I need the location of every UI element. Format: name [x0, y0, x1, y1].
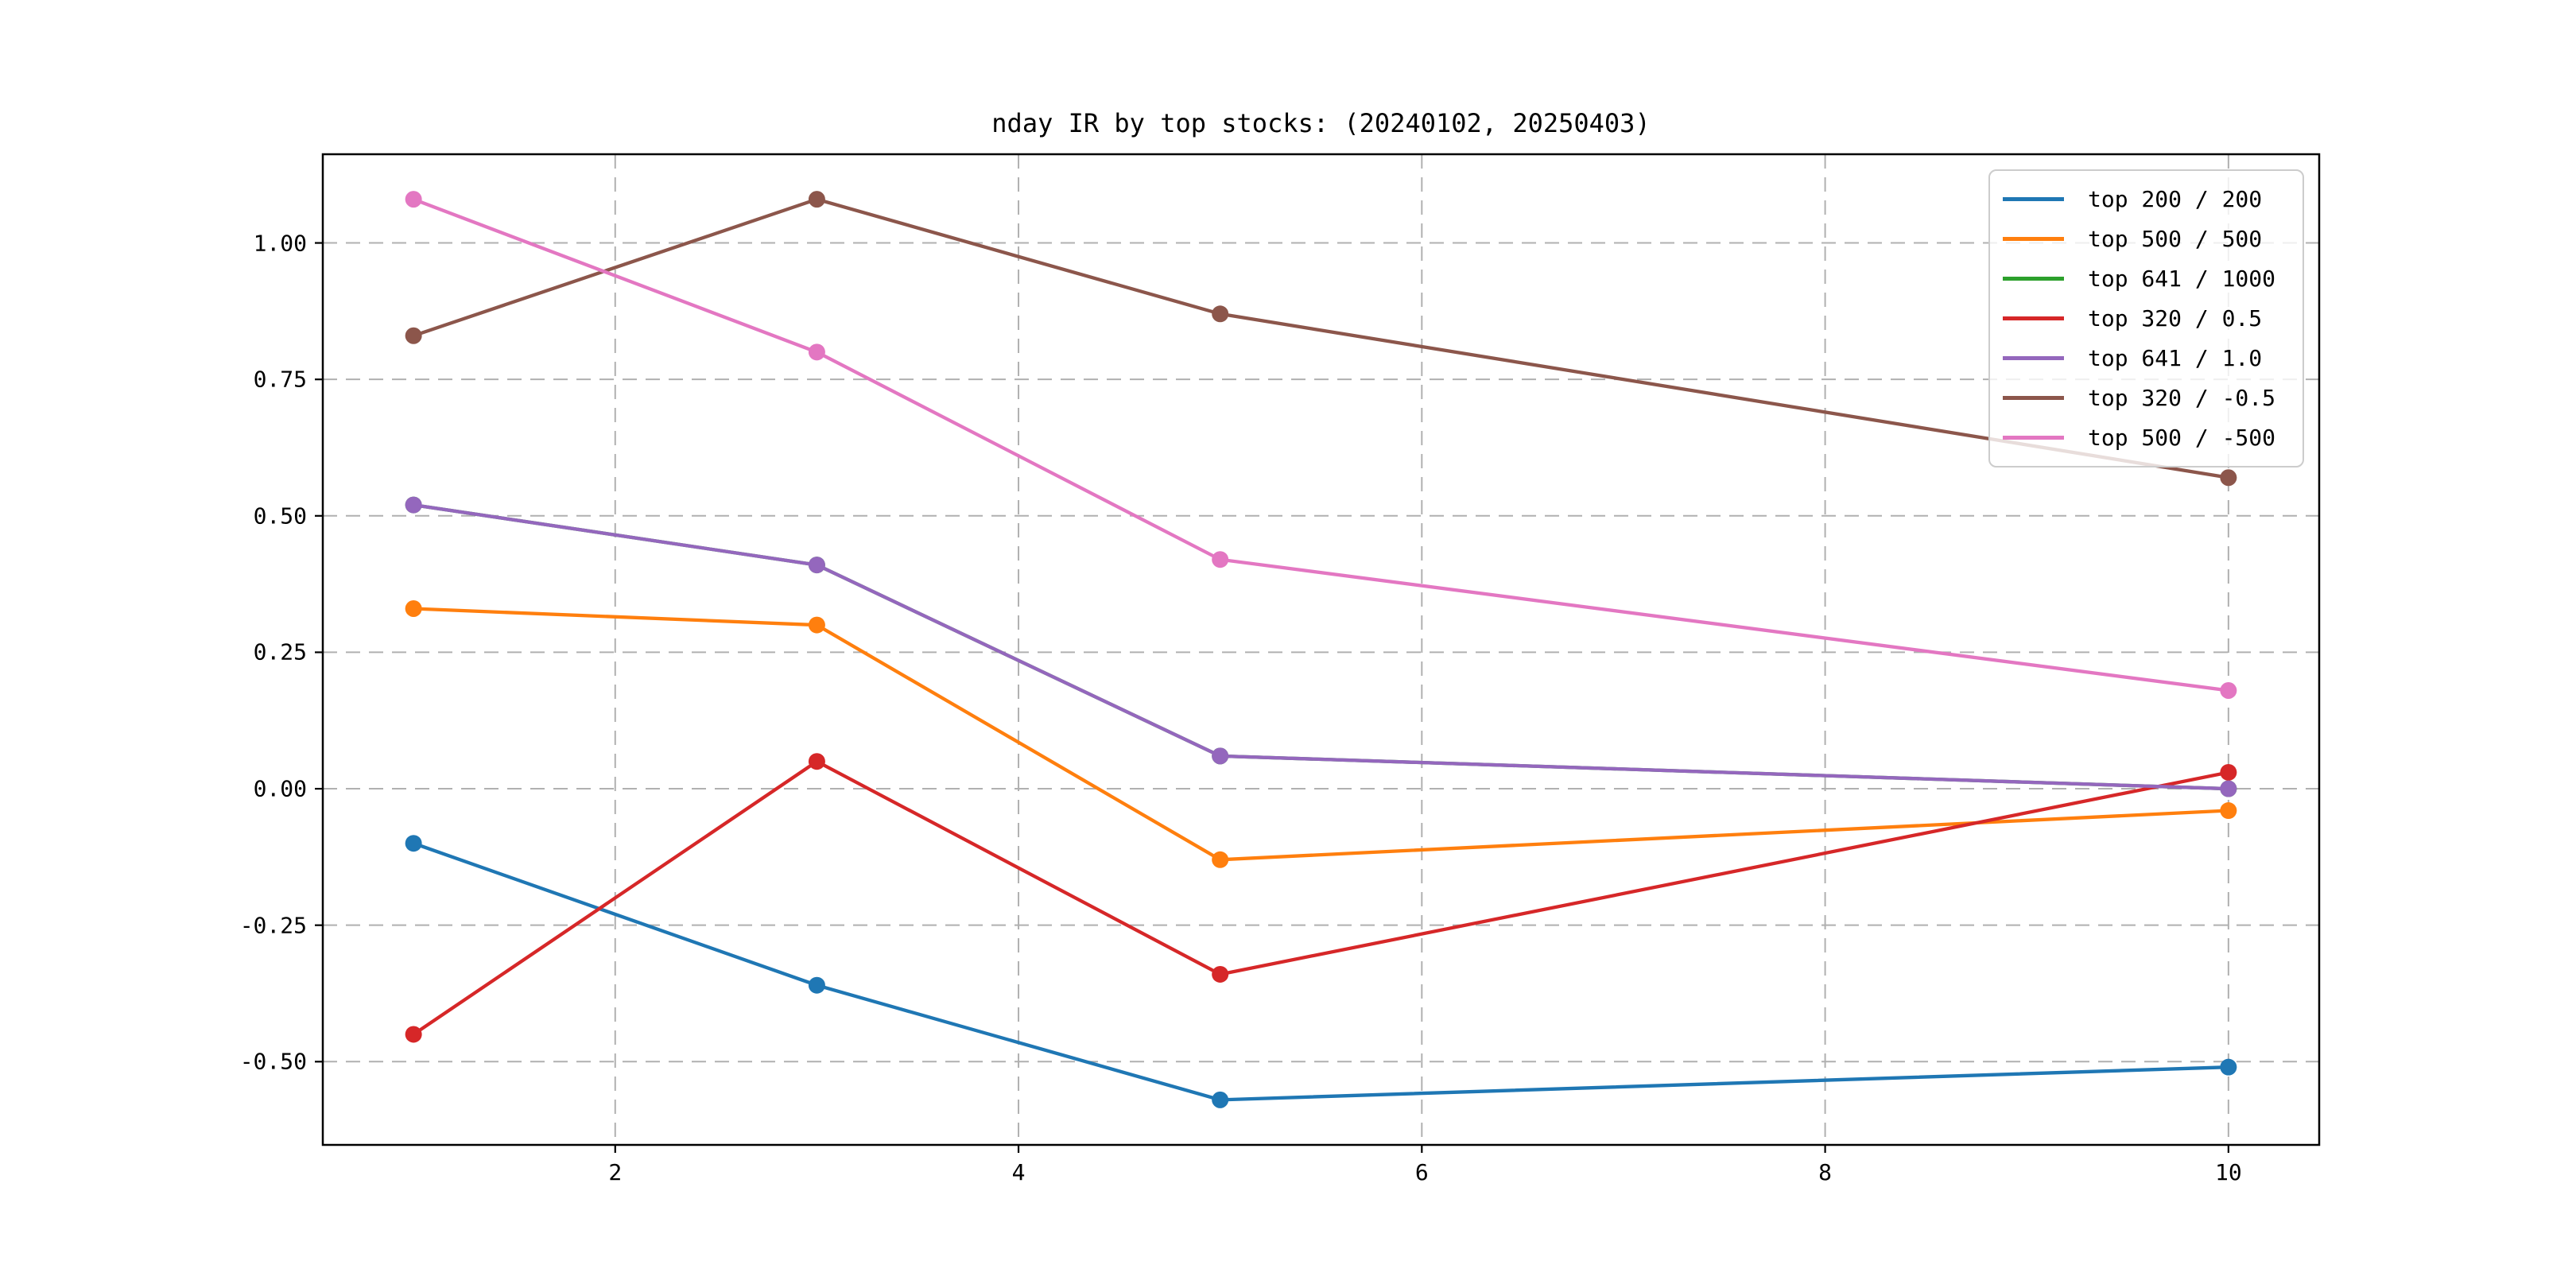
series-line [413, 502, 2229, 791]
x-tick-label: 2 [608, 1159, 623, 1185]
data-point-marker[interactable] [808, 753, 825, 770]
x-tick-label: 8 [1818, 1159, 1833, 1185]
data-point-marker[interactable] [2220, 802, 2237, 820]
legend-label: top 200 / 200 [2088, 185, 2263, 212]
y-tick-label: -0.25 [239, 912, 307, 939]
legend-entry[interactable]: top 500 / 500 [1990, 220, 2302, 257]
y-tick-label: 0.00 [253, 775, 307, 802]
data-point-marker[interactable] [808, 557, 825, 574]
series-line [413, 502, 2229, 791]
data-point-marker[interactable] [1212, 747, 1229, 765]
y-tick-label: 0.25 [253, 638, 307, 665]
data-point-marker[interactable] [405, 327, 422, 344]
legend[interactable]: top 200 / 200 top 500 / 500 top 641 / 1000… [1988, 169, 2304, 467]
legend-entry[interactable]: top 200 / 200 [1990, 180, 2302, 217]
data-point-marker[interactable] [808, 343, 825, 361]
axes-spines [321, 153, 2321, 1146]
legend-label: top 641 / 1.0 [2088, 345, 2263, 372]
data-point-marker[interactable] [1212, 305, 1229, 323]
legend-label: top 641 / 1000 [2088, 265, 2276, 292]
legend-entry[interactable]: top 320 / 0.5 [1990, 300, 2302, 336]
data-point-marker[interactable] [405, 1026, 422, 1043]
legend-line-swatch [2003, 276, 2064, 281]
y-tick-label: 1.00 [253, 230, 307, 257]
data-point-marker[interactable] [808, 191, 825, 208]
data-point-marker[interactable] [405, 600, 422, 618]
data-point-marker[interactable] [2220, 780, 2237, 797]
legend-line-swatch [2003, 196, 2064, 201]
data-point-marker[interactable] [1212, 551, 1229, 568]
data-point-marker[interactable] [2220, 469, 2237, 487]
data-point-marker[interactable] [2220, 1058, 2237, 1076]
legend-line-swatch [2003, 396, 2064, 401]
data-point-marker[interactable] [405, 835, 422, 852]
data-point-marker[interactable] [808, 616, 825, 634]
series-line [413, 197, 2229, 692]
data-point-marker[interactable] [1212, 965, 1229, 983]
x-tick-label: 4 [1011, 1159, 1026, 1185]
chart-title: nday IR by top stocks: (20240102, 202504… [991, 108, 1651, 138]
series-line [413, 197, 2229, 479]
data-point-marker[interactable] [1212, 851, 1229, 868]
y-tick-label: 0.75 [253, 366, 307, 393]
data-point-marker[interactable] [405, 496, 422, 514]
legend-line-swatch [2003, 316, 2064, 320]
legend-entry[interactable]: top 500 / -500 [1990, 420, 2302, 456]
data-point-marker[interactable] [405, 191, 422, 208]
y-tick-label: 0.50 [253, 502, 307, 530]
series-line [412, 759, 2229, 1036]
legend-entry[interactable]: top 641 / 1000 [1990, 260, 2302, 297]
data-point-marker[interactable] [1212, 1091, 1229, 1108]
series-line [413, 841, 2229, 1102]
data-point-marker[interactable] [2220, 681, 2237, 699]
legend-label: top 500 / -500 [2088, 425, 2276, 452]
legend-line-swatch [2003, 356, 2064, 361]
legend-entry[interactable]: top 320 / -0.5 [1990, 380, 2302, 417]
legend-line-swatch [2003, 236, 2064, 241]
legend-label: top 320 / -0.5 [2088, 385, 2276, 412]
data-point-marker[interactable] [808, 976, 825, 994]
legend-entry[interactable]: top 641 / 1.0 [1990, 340, 2302, 377]
legend-label: top 500 / 500 [2088, 225, 2263, 252]
legend-label: top 320 / 0.5 [2088, 305, 2263, 332]
y-tick-label: -0.50 [239, 1048, 307, 1075]
x-tick-label: 6 [1414, 1159, 1429, 1185]
series-line [413, 607, 2229, 862]
x-tick-label: 10 [2215, 1159, 2242, 1185]
legend-line-swatch [2003, 436, 2064, 440]
data-point-marker[interactable] [2220, 763, 2237, 781]
